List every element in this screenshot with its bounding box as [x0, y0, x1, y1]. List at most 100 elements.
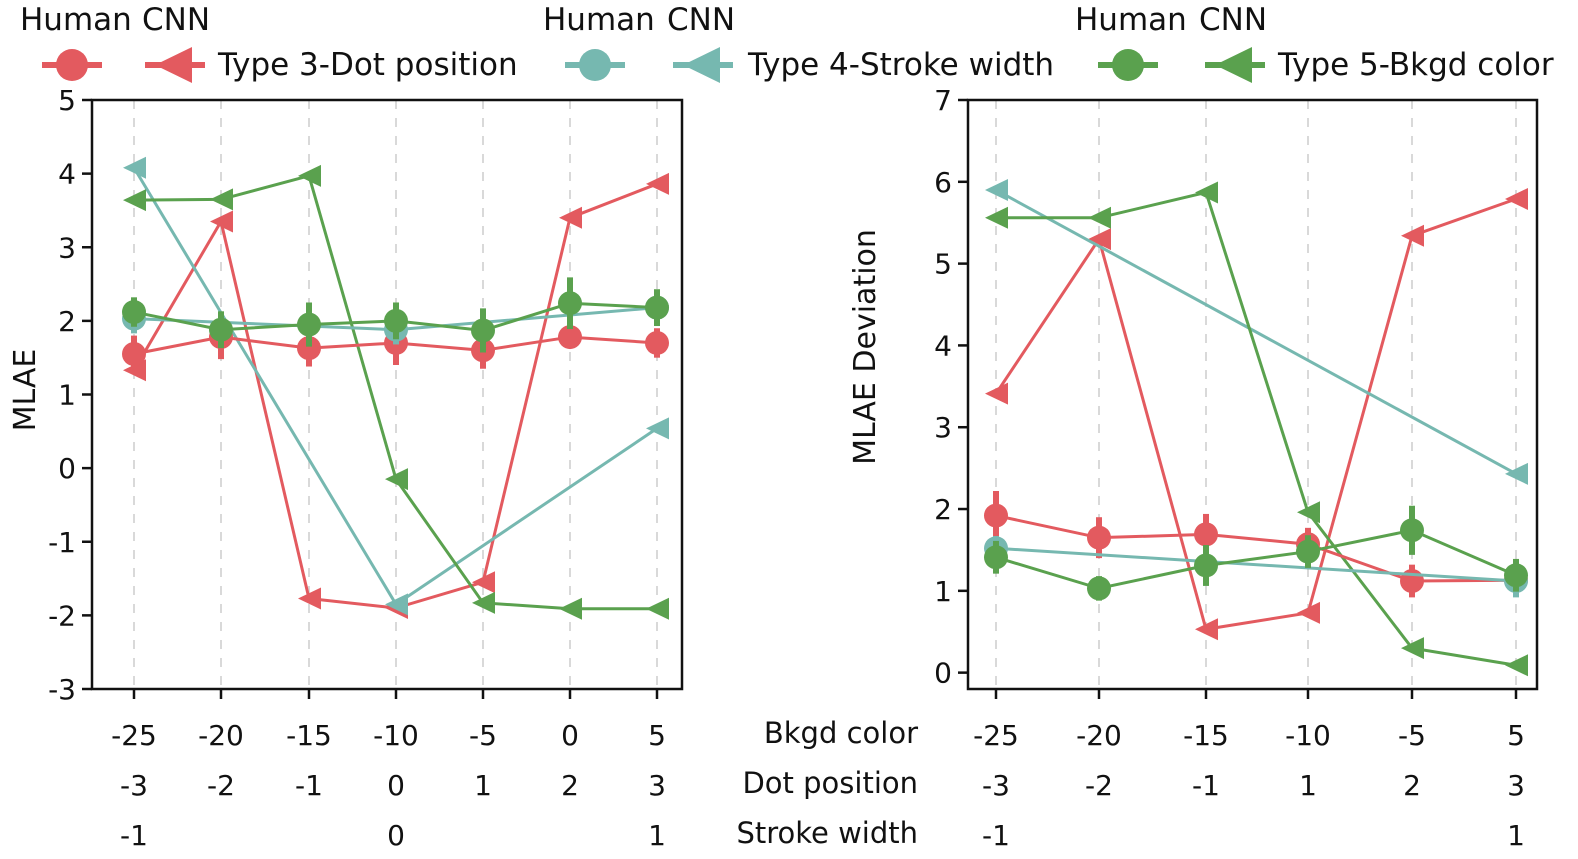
y-tick-label: -1 [48, 526, 76, 559]
x-tick-label-bkgd: -25 [973, 719, 1019, 752]
data-point-human [471, 318, 495, 343]
x-tick-label-dot: 0 [387, 769, 405, 802]
legend-swatch-human-dot [42, 49, 102, 81]
data-point-cnn [1088, 228, 1111, 251]
x-tick-label-stroke: 1 [648, 819, 666, 852]
y-tick-label: 2 [58, 305, 76, 338]
legend-cnn-header-1: CNN [142, 2, 210, 38]
data-point-human [984, 503, 1008, 528]
series-line-human-type-4-stroke-width [995, 546, 1517, 583]
y-axis-label-mlae: MLAE [8, 349, 43, 432]
x-tick-label-dot: -2 [207, 769, 235, 802]
x-tick-label-bkgd: 0 [561, 719, 579, 752]
legend-swatch-cnn-dot [145, 47, 205, 83]
data-point-human [1087, 576, 1111, 601]
data-point-cnn [385, 593, 408, 616]
y-tick-label: 0 [934, 657, 952, 690]
data-point-cnn [1297, 501, 1320, 524]
data-point-human [558, 291, 582, 316]
data-point-human [297, 312, 321, 337]
x-tick-label-bkgd: 5 [1507, 719, 1525, 752]
data-point-human [122, 342, 146, 367]
y-tick-label: 6 [934, 166, 952, 199]
data-point-human [384, 308, 408, 333]
y-tick-label: 5 [58, 84, 76, 117]
legend-human-header-1: Human [20, 2, 132, 38]
data-point-cnn [646, 172, 669, 195]
x-tick-label-dot: 1 [474, 769, 492, 802]
y-tick-label: 4 [934, 329, 952, 362]
series-line-human-type-5-bkgd-color [995, 528, 1517, 590]
y-tick-label: 1 [58, 379, 76, 412]
x-tick-label-bkgd: -10 [1285, 719, 1331, 752]
y-axis-label-mlae-deviation: MLAE Deviation [848, 229, 883, 465]
x-tick-label-stroke: 1 [1507, 819, 1525, 852]
x-tick-label-dot: -3 [982, 769, 1010, 802]
row-label-stroke-width: Stroke width [736, 816, 918, 850]
x-tick-label-dot: -3 [120, 769, 148, 802]
series-line-cnn-type-3-dot-position [994, 197, 1517, 631]
data-point-cnn [1505, 187, 1528, 210]
series-line-human-type-3-dot-position [995, 514, 1517, 583]
y-tick-label: 3 [58, 231, 76, 264]
data-point-human [297, 336, 321, 361]
y-tick-label: 7 [934, 84, 952, 117]
x-tick-label-bkgd: -20 [1076, 719, 1122, 752]
data-point-cnn [646, 597, 669, 620]
data-point-human [1400, 518, 1424, 543]
data-point-cnn [1505, 654, 1528, 677]
data-point-human [1194, 522, 1218, 547]
data-point-human [209, 317, 233, 342]
data-point-cnn [298, 587, 321, 610]
chart-panel-mlae: MLAE 5 4 3 2 1 0 -1 -2 -3 -25 -3 -1 -20 -2 -15 -1 -10 0 0 -… [8, 84, 684, 852]
data-point-human [558, 325, 582, 350]
data-point-cnn [1195, 181, 1218, 204]
x-tick-label-bkgd: -25 [111, 719, 157, 752]
y-tick-label: 0 [58, 452, 76, 485]
data-point-cnn [123, 189, 146, 212]
legend-label-dot: Type 3-Dot position [217, 47, 518, 83]
plot-frame [90, 98, 684, 691]
y-tick-label: 5 [934, 248, 952, 281]
x-tick-label-dot: 2 [561, 769, 579, 802]
y-tick-label: 4 [58, 158, 76, 191]
data-point-cnn [1505, 462, 1528, 485]
x-tick-label-dot: 3 [648, 769, 666, 802]
x-tick-label-dot: -2 [1085, 769, 1113, 802]
x-tick-label-stroke: 0 [387, 819, 405, 852]
data-point-cnn [646, 417, 669, 440]
y-tick-label: 1 [934, 575, 952, 608]
data-point-cnn [123, 156, 146, 179]
legend-cnn-header-2: CNN [667, 2, 735, 38]
legend-label-bkgd: Type 5-Bkgd color [1277, 47, 1554, 83]
data-point-human [122, 300, 146, 325]
data-point-cnn [385, 468, 408, 491]
data-point-cnn [298, 164, 321, 187]
series-line-cnn-type-4-stroke-width [995, 188, 1517, 476]
x-tick-label-stroke: -1 [982, 819, 1010, 852]
data-point-human [645, 295, 669, 320]
legend-human-header-2: Human [543, 2, 655, 38]
legend-swatch-human-bkgd [1098, 49, 1158, 81]
data-point-human [984, 545, 1008, 570]
data-point-human [1296, 539, 1320, 564]
data-point-cnn [210, 210, 233, 233]
x-tick-label-dot: 2 [1403, 769, 1421, 802]
legend-human-header-3: Human [1075, 2, 1187, 38]
x-tick-label-bkgd: -15 [286, 719, 332, 752]
data-point-human [1194, 553, 1218, 578]
x-tick-label-dot: -1 [1192, 769, 1220, 802]
x-tick-label-bkgd: -5 [1398, 719, 1426, 752]
data-point-cnn [472, 591, 495, 614]
data-point-human [1087, 525, 1111, 550]
legend-swatch-cnn-stroke [673, 47, 733, 83]
data-point-human [1504, 563, 1528, 588]
data-point-human [645, 330, 669, 355]
x-tick-label-dot: 3 [1507, 769, 1525, 802]
row-label-dot-position: Dot position [742, 766, 918, 800]
data-point-cnn [1401, 637, 1424, 660]
data-point-cnn [1088, 206, 1111, 229]
data-point-cnn [1401, 224, 1424, 247]
x-tick-label-bkgd: -10 [373, 719, 419, 752]
legend-swatch-human-stroke [565, 49, 625, 81]
